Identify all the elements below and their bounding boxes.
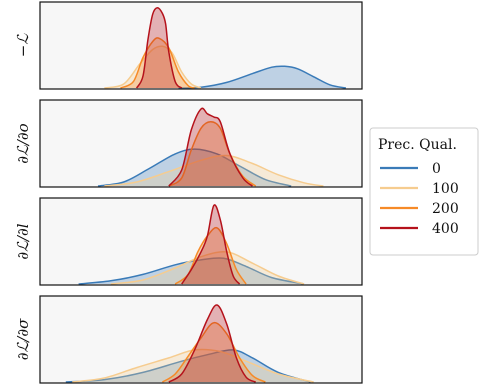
kde-fill-0 (65, 349, 311, 382)
legend-title: Prec. Qual. (378, 137, 457, 153)
panel-background (40, 296, 362, 383)
kde-line-400 (168, 304, 257, 383)
kde-fill-400 (136, 7, 182, 88)
kde-fill-400 (168, 304, 256, 382)
kde-line-200 (162, 321, 266, 383)
legend-entry-0: 0 (380, 161, 441, 177)
legend-label: 200 (432, 201, 459, 217)
kde-line-100 (104, 45, 202, 89)
legend-entry-400: 400 (380, 221, 459, 237)
panel-2: ∂ℒ/∂o (14, 99, 363, 188)
kde-fill-100 (104, 155, 324, 186)
kde-line-400 (168, 107, 253, 187)
panel-frame (39, 99, 363, 188)
kde-line-0 (97, 148, 292, 187)
legend-frame (369, 127, 479, 256)
kde-fill-100 (104, 46, 201, 88)
panel-background (40, 198, 362, 285)
kde-line-0 (78, 257, 305, 285)
kde-line-0 (178, 65, 347, 89)
kde-line-400 (135, 7, 183, 89)
panel-1: −ℒ (14, 1, 363, 90)
panels: −ℒ ∂ℒ/∂o ∂ℒ/∂l ∂ℒ/∂σ (14, 1, 363, 384)
kde-line-100 (110, 250, 305, 285)
kde-line-0 (65, 349, 311, 383)
kde-fill-200 (175, 227, 247, 284)
panel-frame (39, 295, 363, 384)
kde-line-100 (104, 154, 324, 187)
kde-fill-100 (110, 251, 304, 284)
legend-label: 0 (432, 161, 441, 177)
kde-line-200 (120, 37, 195, 89)
kde-fill-200 (120, 37, 195, 88)
kde-fill-100 (72, 349, 314, 382)
panel-background (40, 100, 362, 187)
panel-ylabel: ∂ℒ/∂l (14, 223, 32, 259)
panel-ylabel: ∂ℒ/∂σ (14, 318, 32, 360)
panel-3: ∂ℒ/∂l (14, 197, 363, 286)
legend: Prec. Qual. 0 100 200 400 (369, 127, 479, 256)
panel-background (40, 2, 362, 89)
legend-label: 400 (432, 221, 459, 237)
kde-fill-400 (168, 108, 253, 186)
panel-frame (39, 1, 363, 90)
legend-entry-100: 100 (380, 181, 459, 197)
panel-ylabel: −ℒ (14, 33, 32, 58)
legend-entry-200: 200 (380, 201, 459, 217)
kde-fill-0 (178, 66, 346, 88)
kde-fill-400 (181, 204, 240, 284)
kde-line-400 (181, 204, 241, 285)
legend-label: 100 (432, 181, 459, 197)
legend-entries: 0 100 200 400 (380, 161, 459, 237)
panel-4: ∂ℒ/∂σ (14, 295, 363, 384)
panel-ylabel: ∂ℒ/∂o (14, 123, 32, 163)
kde-fill-200 (168, 121, 256, 186)
panel-frame (39, 197, 363, 286)
